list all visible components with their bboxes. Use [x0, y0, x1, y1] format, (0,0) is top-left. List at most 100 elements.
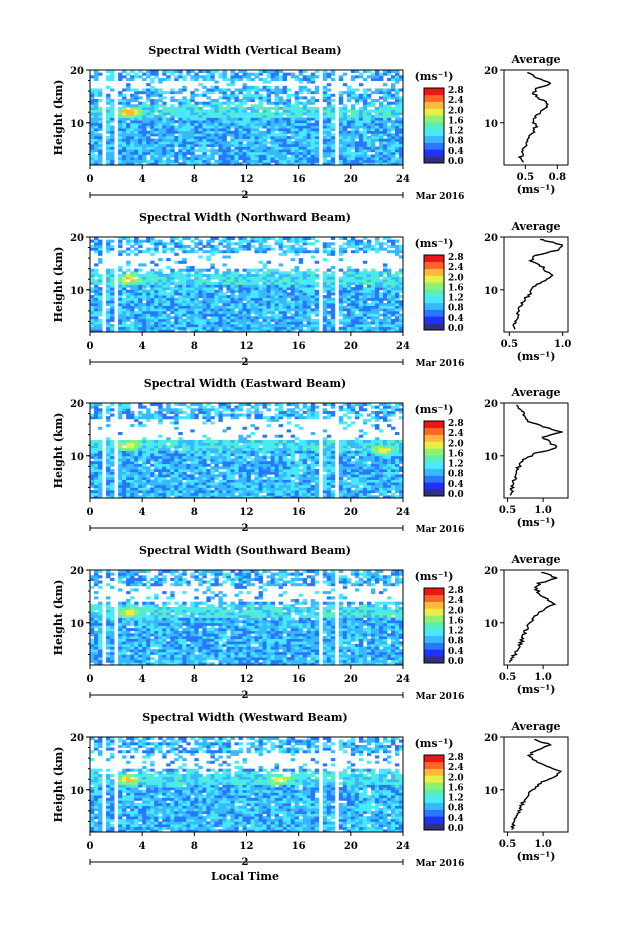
heatmap-cell	[126, 484, 131, 488]
heatmap-cell	[122, 329, 127, 333]
heatmap-cell	[354, 141, 360, 145]
colorbar-tick-label: 2.0	[448, 106, 464, 116]
heatmap-cell	[326, 120, 332, 124]
heatmap-cell	[222, 135, 227, 140]
heatmap-cell	[138, 479, 143, 483]
heatmap-cell	[394, 106, 400, 110]
heatmap-cell	[106, 93, 111, 97]
heatmap-cell	[222, 157, 227, 161]
heatmap-cell	[138, 135, 143, 140]
heatmap-cell	[234, 318, 239, 322]
heatmap-cell	[350, 141, 356, 145]
heatmap-cell	[154, 463, 159, 467]
heatmap-cell	[126, 471, 131, 475]
heatmap-cell	[158, 138, 163, 142]
heatmap-cell	[138, 424, 143, 428]
heatmap-cell	[154, 310, 159, 314]
heatmap-cell	[178, 297, 183, 301]
heatmap-cell	[346, 157, 352, 161]
heatmap-cell	[94, 416, 99, 420]
heatmap-cell	[106, 149, 111, 153]
heatmap-cell	[346, 284, 352, 288]
heatmap-cell	[266, 93, 271, 97]
heatmap-cell	[298, 77, 304, 81]
heatmap-cell	[294, 135, 300, 140]
heatmap-cell	[326, 130, 332, 134]
heatmap-cell	[386, 151, 392, 155]
heatmap-cell	[354, 135, 360, 140]
heatmap-cell	[190, 326, 195, 330]
heatmap-cell	[346, 318, 352, 322]
heatmap-cell	[282, 162, 288, 166]
heatmap-cell	[206, 321, 211, 325]
heatmap-cell	[258, 308, 263, 312]
heatmap-cell	[110, 88, 115, 92]
heatmap-cell	[346, 88, 352, 92]
heatmap-cell	[290, 329, 296, 333]
heatmap-cell	[210, 120, 215, 124]
heatmap-cell	[222, 72, 227, 76]
heatmap-cell	[302, 281, 308, 285]
heatmap-cell	[174, 273, 179, 277]
heatmap-cell	[266, 297, 271, 301]
heatmap-cell	[174, 458, 179, 462]
heatmap-cell	[298, 250, 304, 254]
heatmap-cell	[198, 484, 203, 488]
heatmap-cell	[298, 112, 304, 116]
heatmap-cell	[146, 106, 151, 110]
heatmap-cell	[166, 109, 171, 113]
heatmap-cell	[98, 442, 103, 446]
heatmap-cell	[390, 146, 396, 150]
heatmap-cell	[306, 292, 312, 296]
heatmap-cell	[174, 138, 179, 142]
heatmap-cell	[394, 133, 400, 137]
heatmap-cell	[134, 133, 139, 137]
heatmap-cell	[98, 99, 103, 103]
heatmap-cell	[182, 237, 187, 241]
heatmap-cell	[386, 106, 392, 110]
heatmap-cell	[382, 292, 388, 296]
heatmap-cell	[374, 324, 380, 328]
heatmap-cell	[182, 130, 187, 134]
heatmap-cell	[210, 128, 215, 132]
heatmap-cell	[170, 455, 175, 459]
heatmap-cell	[258, 70, 263, 74]
heatmap-cell	[178, 260, 183, 264]
heatmap-cell	[194, 326, 199, 330]
heatmap-cell	[350, 324, 356, 328]
heatmap-cell	[394, 75, 400, 79]
heatmap-cell	[278, 101, 284, 105]
heatmap-cell	[190, 447, 195, 451]
heatmap-cell	[194, 455, 199, 459]
heatmap-cell	[310, 321, 316, 325]
heatmap-cell	[390, 321, 396, 325]
heatmap-cell	[194, 279, 199, 283]
heatmap-cell	[390, 273, 396, 277]
heatmap-cell	[230, 96, 235, 100]
heatmap-cell	[162, 476, 167, 480]
heatmap-cell	[126, 410, 131, 414]
heatmap-cell	[282, 250, 288, 254]
heatmap-cell	[206, 157, 211, 161]
heatmap-cell	[118, 154, 123, 158]
heatmap-cell	[362, 295, 368, 299]
heatmap-cell	[130, 96, 135, 100]
heatmap-cell	[394, 122, 400, 126]
heatmap-cell	[282, 133, 288, 137]
heatmap-cell	[282, 295, 288, 299]
heatmap-cell	[358, 157, 364, 161]
heatmap-cell	[314, 109, 320, 113]
heatmap-cell	[274, 305, 279, 309]
heatmap-cell	[202, 138, 207, 142]
heatmap-cell	[286, 308, 292, 312]
heatmap-cell	[294, 321, 300, 325]
heatmap-cell	[98, 313, 103, 317]
heatmap-cell	[230, 91, 235, 95]
heatmap-cell	[254, 159, 259, 163]
heatmap-cell	[266, 324, 271, 328]
heatmap-cell	[130, 125, 135, 129]
heatmap-cell	[290, 146, 296, 150]
heatmap-cell	[302, 302, 308, 307]
heatmap-cell	[362, 154, 368, 158]
heatmap-cell	[382, 268, 388, 272]
